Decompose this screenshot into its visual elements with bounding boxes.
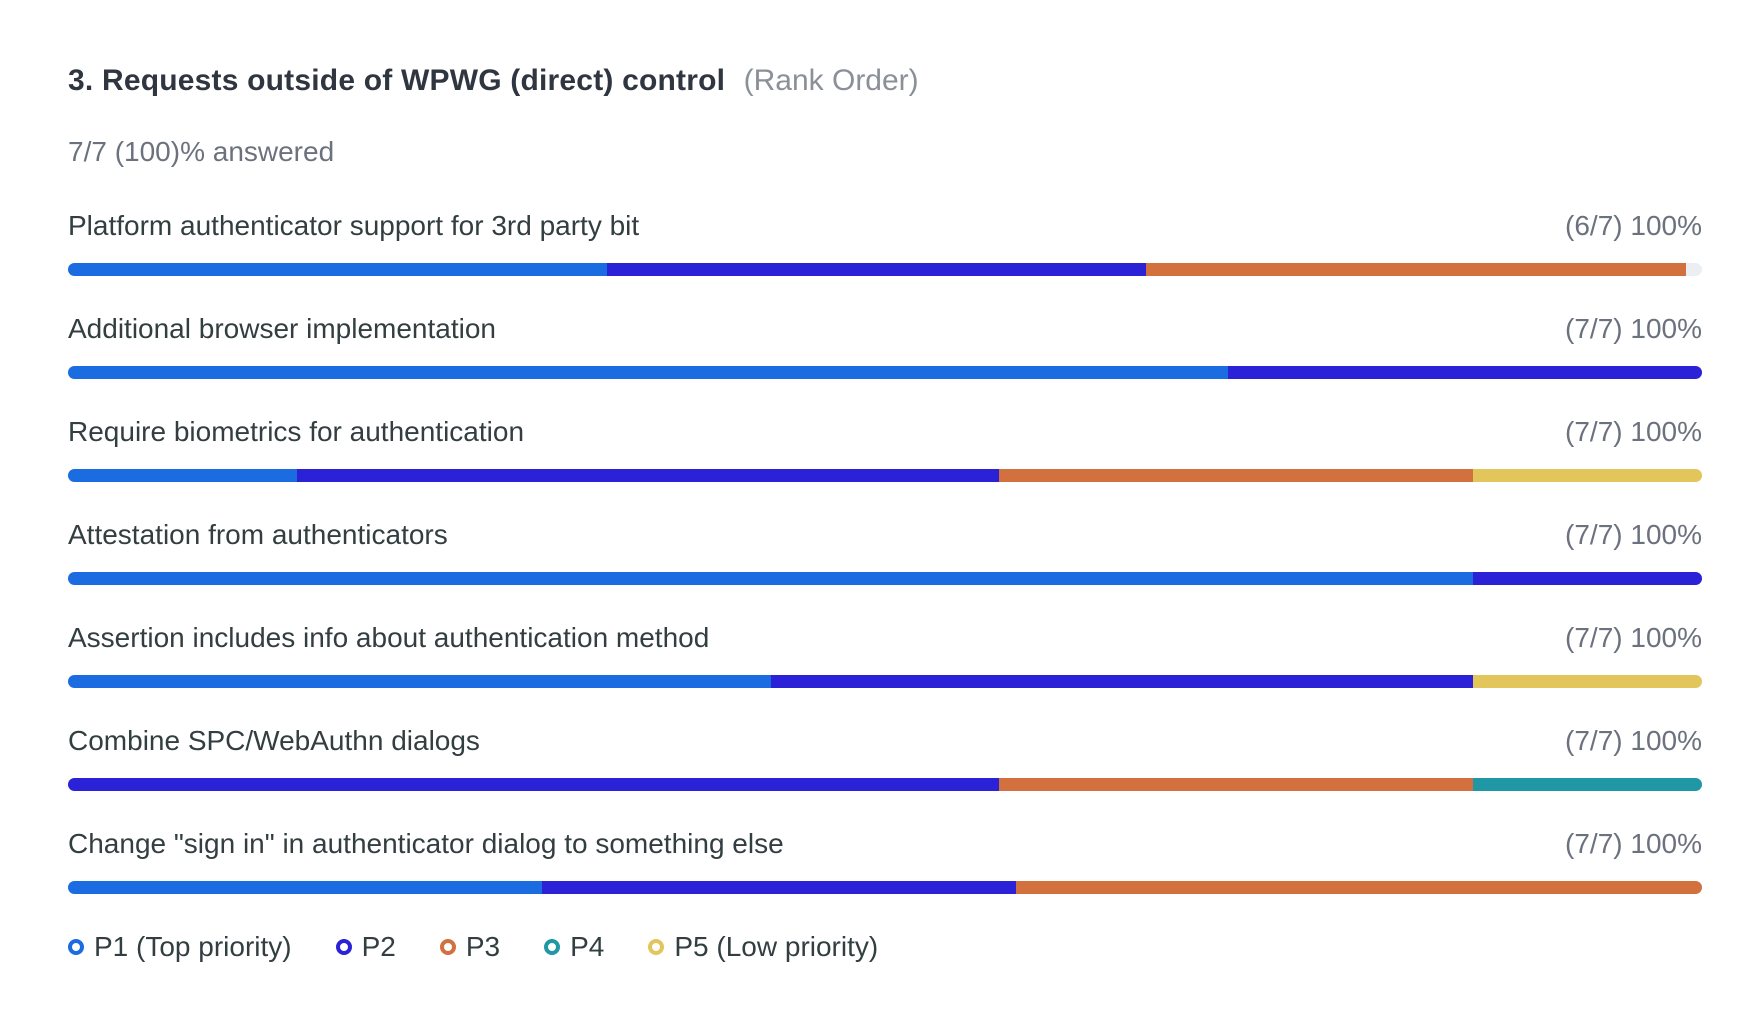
legend-label: P4 [570,931,605,962]
bar-segment-p2 [296,469,1000,482]
legend-item-p1: P1 (Top priority) [68,930,292,964]
bar-segment-p3 [999,469,1474,482]
rank-rows: Platform authenticator support for 3rd p… [68,209,1702,894]
rank-row: Change "sign in" in authenticator dialog… [68,827,1702,894]
bar-segment-p1 [68,572,1474,585]
legend: P1 (Top priority) P2 P3 P4 P5 (Low prior… [68,930,1702,964]
rank-bar-track [68,366,1702,379]
bar-segment-p3 [1146,263,1686,276]
question-title-text: 3. Requests outside of WPWG (direct) con… [68,64,726,97]
answered-count: 7/7 (100)% answered [68,136,335,167]
bar-segment-p1 [68,675,771,688]
option-label: Attestation from authenticators [68,519,448,550]
rank-row-header: Change "sign in" in authenticator dialog… [68,827,1702,861]
option-label: Combine SPC/WebAuthn dialogs [68,725,480,756]
legend-ring-icon [648,939,665,955]
bar-segment-p3 [1015,881,1702,894]
bar-segment-p1 [68,366,1229,379]
bar-segment-p1 [68,881,542,894]
option-label: Platform authenticator support for 3rd p… [68,210,640,241]
rank-bar-track [68,572,1702,585]
rank-row-header: Attestation from authenticators (7/7) 10… [68,518,1702,552]
option-label: Change "sign in" in authenticator dialog… [68,828,784,859]
legend-ring-icon [335,939,352,955]
rank-bar-track [68,469,1702,482]
rank-row: Combine SPC/WebAuthn dialogs (7/7) 100% [68,724,1702,791]
rank-row: Additional browser implementation (7/7) … [68,312,1702,379]
rank-row-header: Assertion includes info about authentica… [68,621,1702,655]
option-stat: (7/7) 100% [1565,519,1702,550]
question-results-card: 3. Requests outside of WPWG (direct) con… [68,62,1702,964]
legend-label: P1 (Top priority) [94,931,292,962]
option-label: Require biometrics for authentication [68,416,525,447]
rank-row: Attestation from authenticators (7/7) 10… [68,518,1702,585]
question-title: 3. Requests outside of WPWG (direct) con… [68,62,1702,105]
legend-item-p5: P5 (Low priority) [648,930,878,964]
question-type-label: (Rank Order) [743,64,919,97]
option-stat: (7/7) 100% [1565,416,1702,447]
bar-segment-p2 [770,675,1474,688]
rank-row: Platform authenticator support for 3rd p… [68,209,1702,276]
legend-item-p2: P2 [335,930,396,964]
bar-segment-p1 [68,469,297,482]
legend-item-p3: P3 [439,930,501,964]
option-stat: (7/7) 100% [1565,725,1702,756]
option-stat: (7/7) 100% [1565,313,1702,344]
legend-ring-icon [68,939,84,955]
rank-row: Require biometrics for authentication (7… [68,415,1702,482]
legend-label: P3 [465,931,501,962]
bar-segment-p5 [1473,469,1702,482]
option-stat: (7/7) 100% [1565,622,1702,653]
rank-row-header: Combine SPC/WebAuthn dialogs (7/7) 100% [68,724,1702,758]
bar-segment-p2 [68,778,1000,791]
bar-segment-p4 [1473,778,1702,791]
legend-ring-icon [544,939,561,955]
rank-row: Assertion includes info about authentica… [68,621,1702,688]
option-stat: (7/7) 100% [1565,828,1702,859]
legend-ring-icon [439,939,456,955]
rank-bar-track [68,675,1702,688]
rank-row-header: Additional browser implementation (7/7) … [68,312,1702,346]
option-label: Additional browser implementation [68,313,496,344]
legend-label: P5 (Low priority) [674,931,879,962]
bar-segment-p5 [1473,675,1702,688]
legend-item-p4: P4 [544,930,604,964]
bar-segment-p2 [1473,572,1702,585]
rank-bar-track [68,778,1702,791]
bar-segment-p1 [68,263,608,276]
bar-segment-p2 [607,263,1147,276]
rank-row-header: Require biometrics for authentication (7… [68,415,1702,449]
option-label: Assertion includes info about authentica… [68,622,710,653]
rank-row-header: Platform authenticator support for 3rd p… [68,209,1702,243]
rank-bar-track [68,263,1702,276]
bar-segment-p2 [1228,366,1702,379]
legend-label: P2 [361,931,396,962]
bar-segment-p2 [541,881,1016,894]
rank-bar-track [68,881,1702,894]
bar-segment-p3 [999,778,1474,791]
option-stat: (6/7) 100% [1565,210,1702,241]
